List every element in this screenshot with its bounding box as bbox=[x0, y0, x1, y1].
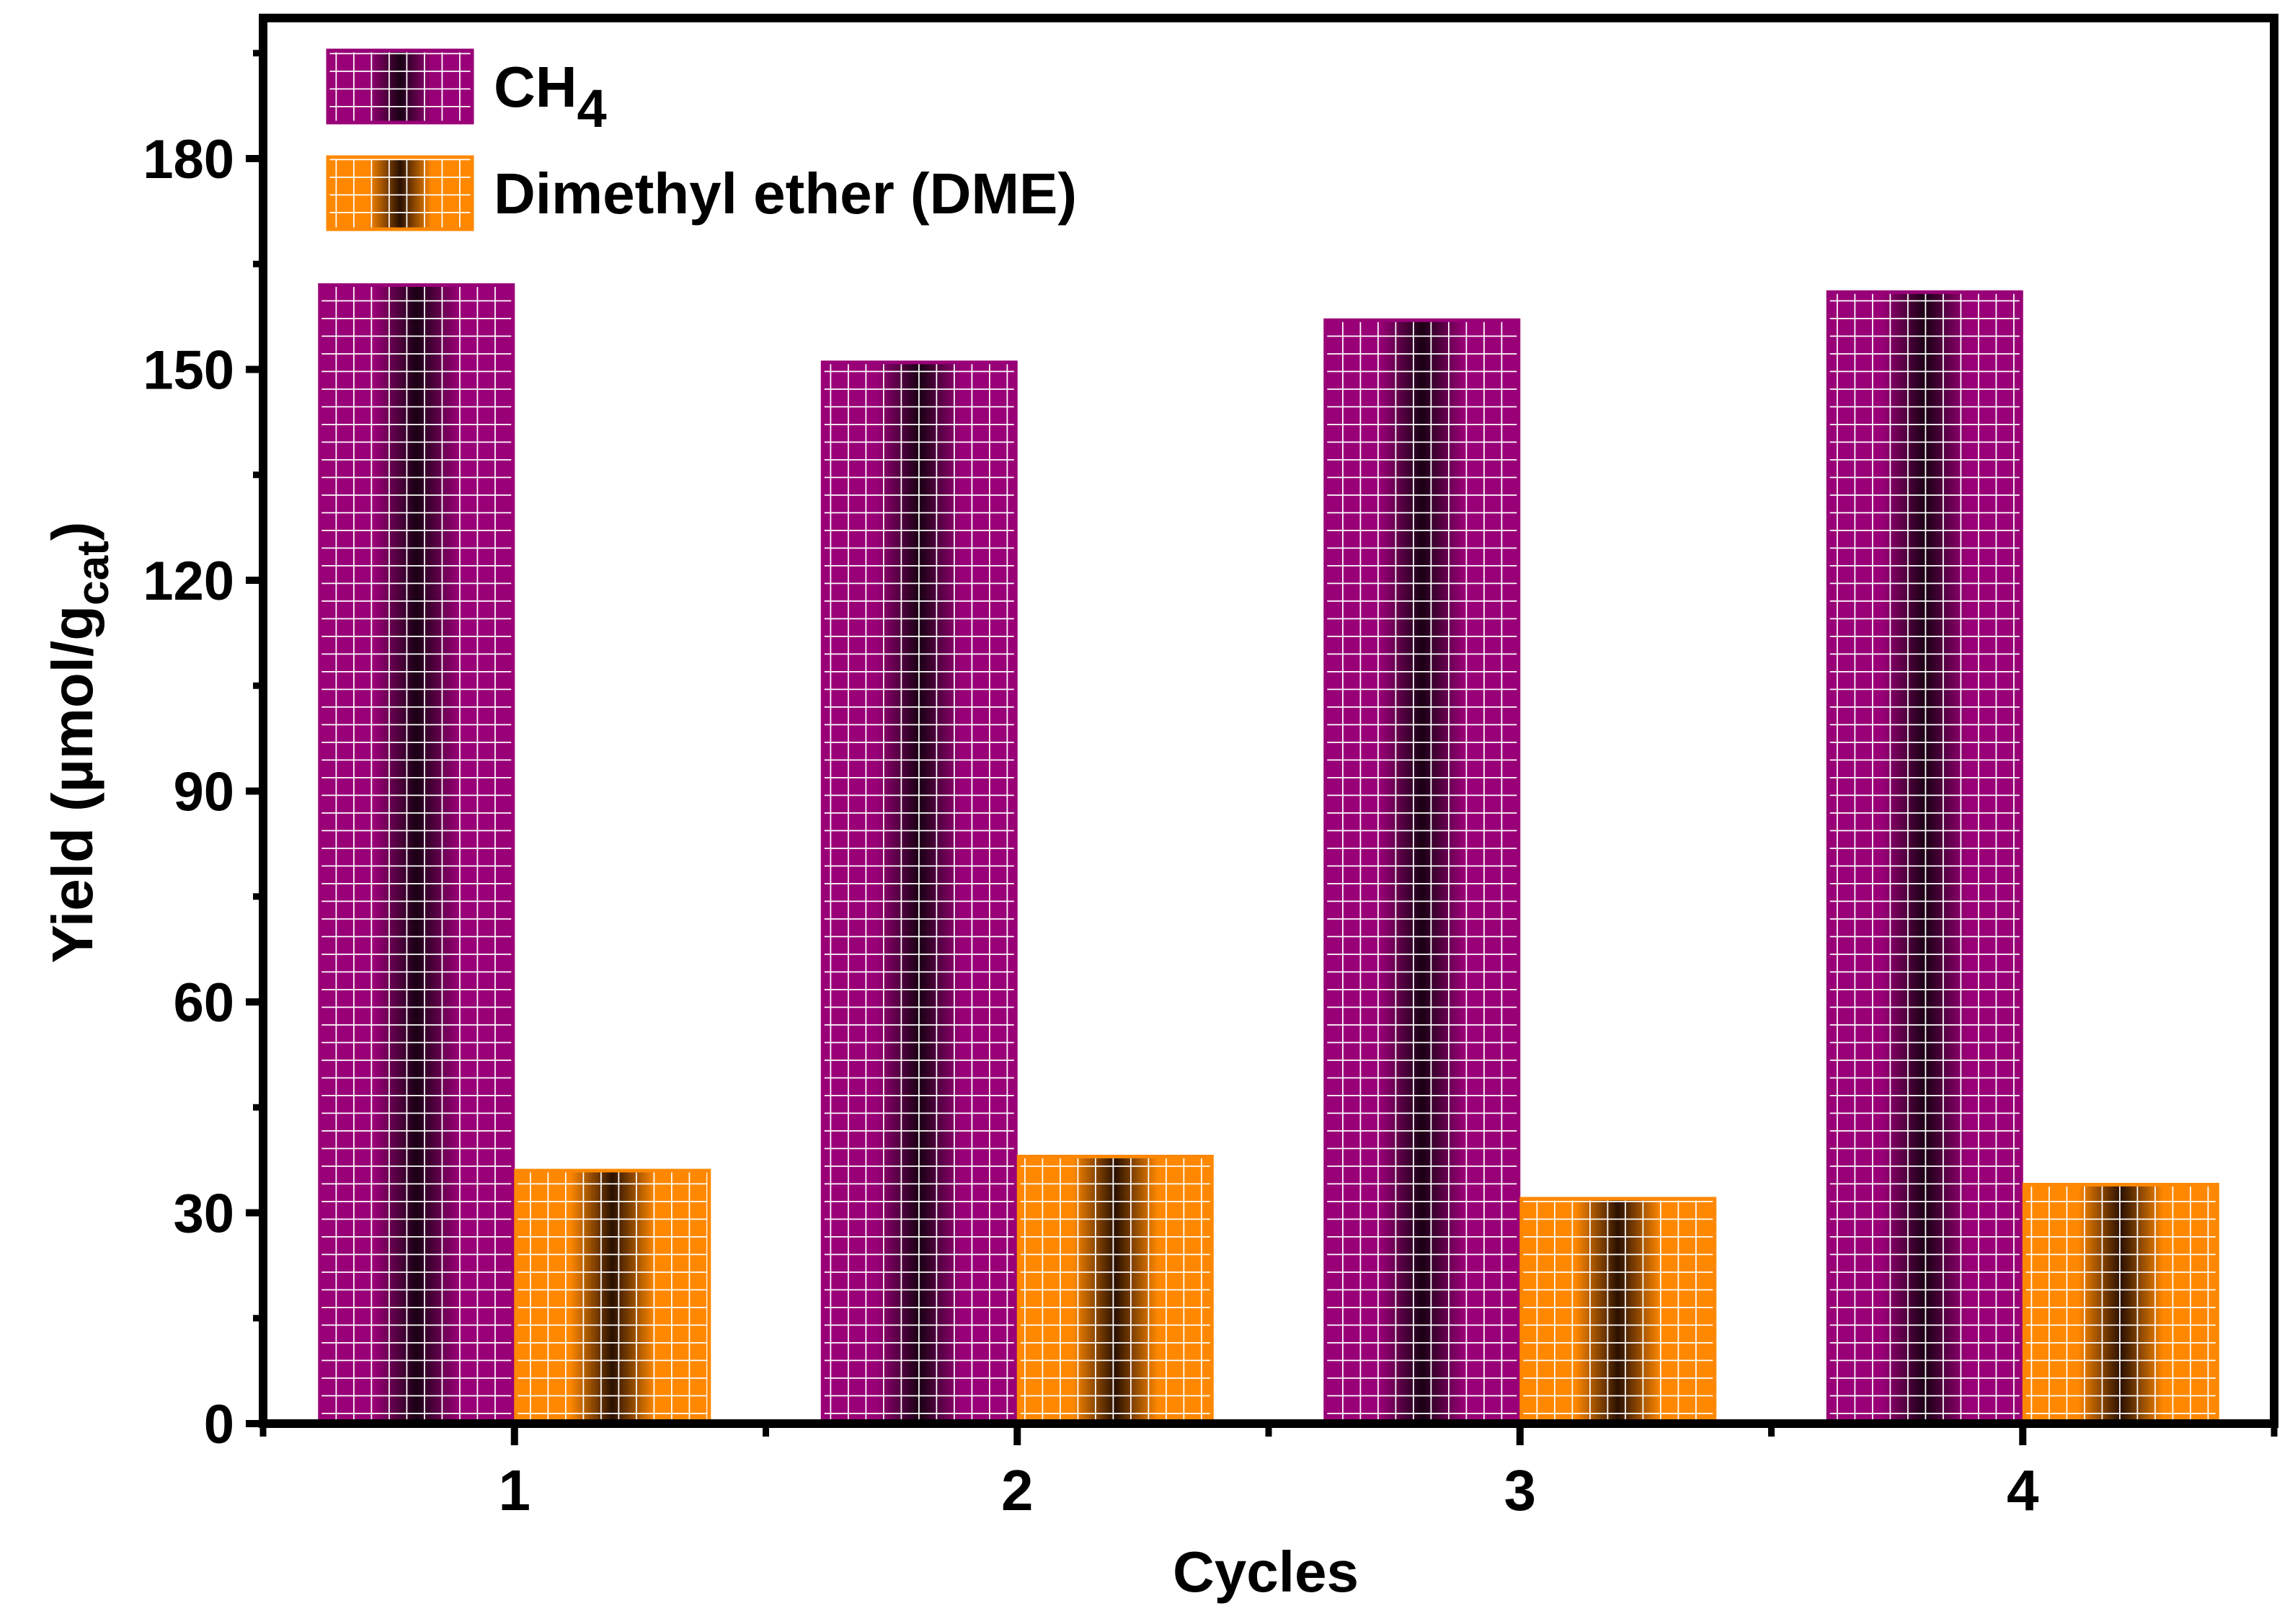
y-axis-title-main: Yield (µmol/g bbox=[40, 605, 105, 963]
bar-hatch bbox=[822, 362, 1016, 1424]
bar-hatch bbox=[1828, 292, 2022, 1424]
y-tick-label: 150 bbox=[143, 340, 234, 401]
y-tick-label: 120 bbox=[143, 551, 234, 612]
bar-hatch bbox=[2024, 1184, 2218, 1424]
legend-label: CH4 bbox=[494, 55, 607, 138]
y-tick-label: 180 bbox=[143, 129, 234, 190]
legend-label-main: CH bbox=[494, 55, 577, 119]
bar-dme-cycle-3 bbox=[1519, 1197, 1717, 1426]
bar-ch4-cycle-2 bbox=[820, 360, 1018, 1426]
x-tick-label: 4 bbox=[2007, 1458, 2039, 1522]
legend-item-dme: Dimethyl ether (DME) bbox=[326, 155, 1077, 231]
bar-hatch bbox=[1018, 1156, 1212, 1424]
legend: CH4 Dimethyl ether (DME) bbox=[326, 48, 1077, 231]
y-axis-title-sub: cat bbox=[68, 541, 118, 605]
bar-hatch bbox=[1325, 320, 1519, 1424]
y-tick-label: 30 bbox=[173, 1184, 234, 1245]
bar-ch4-cycle-4 bbox=[1826, 290, 2023, 1426]
y-axis-title: Yield (µmol/gcat) bbox=[40, 522, 118, 964]
legend-swatch-outline bbox=[326, 48, 474, 125]
bar-hatch bbox=[1521, 1199, 1715, 1424]
legend-item-ch4: CH4 bbox=[326, 48, 607, 138]
legend-swatch-outline bbox=[326, 155, 474, 231]
x-tick-label: 2 bbox=[1001, 1458, 1034, 1522]
bar-ch4-cycle-1 bbox=[318, 283, 515, 1426]
bar-dme-cycle-4 bbox=[2022, 1183, 2219, 1426]
bar-hatch bbox=[515, 1171, 709, 1424]
legend-label-sub: 4 bbox=[577, 79, 607, 138]
bar-ch4-cycle-3 bbox=[1323, 318, 1521, 1426]
x-tick-label: 1 bbox=[499, 1458, 531, 1522]
legend-label: Dimethyl ether (DME) bbox=[494, 161, 1077, 226]
y-tick-label: 60 bbox=[173, 972, 234, 1034]
y-tick-label: 0 bbox=[204, 1394, 234, 1455]
legend-label-main: Dimethyl ether (DME) bbox=[494, 161, 1077, 226]
bar-dme-cycle-1 bbox=[514, 1168, 711, 1426]
x-tick-label: 3 bbox=[1504, 1458, 1537, 1522]
bar-hatch bbox=[319, 285, 513, 1424]
bars-layer bbox=[318, 283, 2219, 1426]
x-axis-title: Cycles bbox=[1173, 1540, 1359, 1604]
y-tick-label: 90 bbox=[173, 762, 234, 823]
bar-dme-cycle-2 bbox=[1016, 1155, 1214, 1426]
legend-swatch-hatch bbox=[328, 157, 472, 229]
axes-layer: 0 30 60 90 120 150 180 1 2 3 4 bbox=[143, 14, 2278, 1522]
legend-swatch-hatch bbox=[328, 50, 472, 123]
y-axis-title-close: ) bbox=[40, 522, 105, 541]
